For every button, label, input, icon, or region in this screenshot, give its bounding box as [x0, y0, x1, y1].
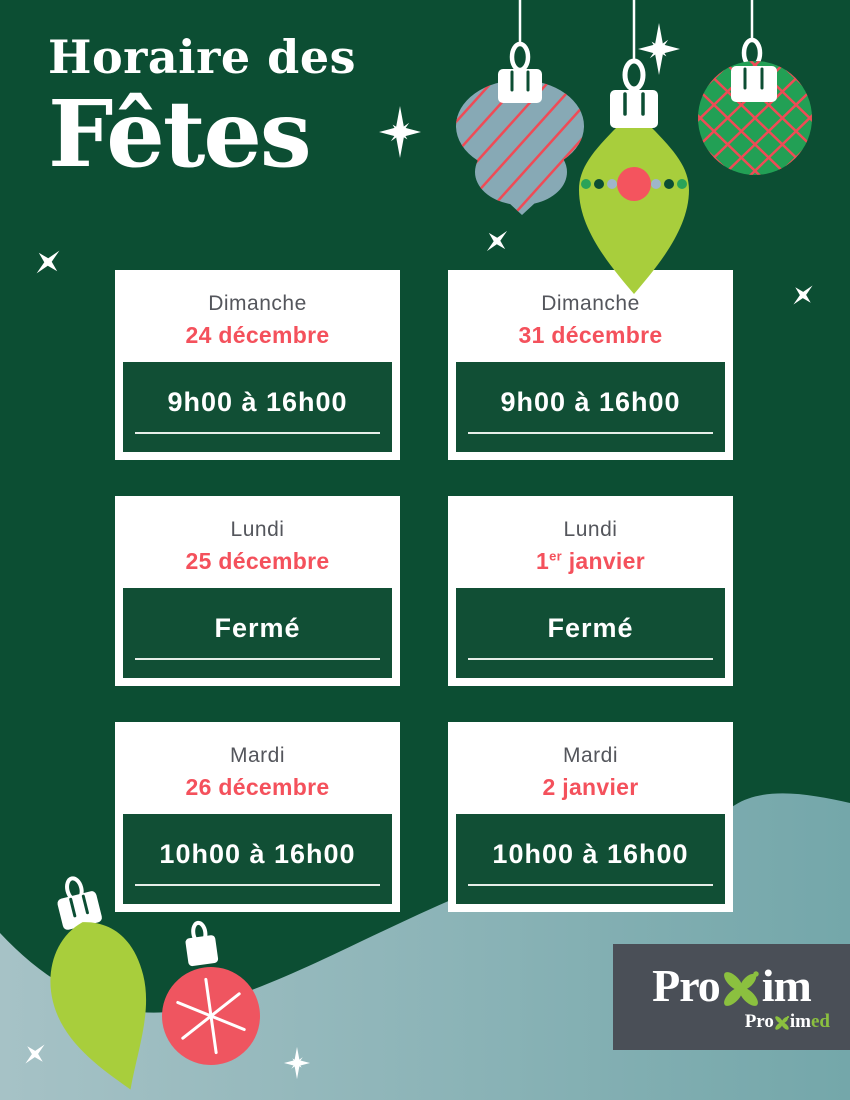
page-title: Horaire des Fêtes — [48, 34, 356, 180]
card-date: 31 décembre — [518, 322, 663, 348]
card-header: Mardi 26 décembre — [115, 722, 400, 814]
card-hours-panel: 10h00 à 16h00 — [123, 814, 392, 904]
card-day: Dimanche — [541, 292, 640, 315]
card-hours: 10h00 à 16h00 — [492, 839, 689, 869]
card-hours-panel: 9h00 à 16h00 — [123, 362, 392, 452]
hours-underline — [135, 884, 380, 886]
card-date: 25 décembre — [185, 548, 330, 574]
schedule-card: Mardi 26 décembre 10h00 à 16h00 — [115, 722, 400, 912]
card-hours-panel: Fermé — [456, 588, 725, 678]
crosshatch-ball-ornament-icon — [698, 0, 812, 175]
schedule-card: Lundi 25 décembre Fermé — [115, 496, 400, 686]
title-line1: Horaire des — [48, 30, 357, 84]
sparkle-icon — [283, 1046, 311, 1080]
title-line2: Fêtes — [48, 80, 312, 188]
x-star-icon — [27, 241, 69, 283]
card-hours: Fermé — [214, 613, 301, 643]
hours-underline — [135, 432, 380, 434]
card-date: 26 décembre — [185, 774, 330, 800]
striped-ornament-icon — [456, 0, 584, 215]
card-date: 1er janvier — [536, 548, 645, 574]
card-hours: 9h00 à 16h00 — [500, 387, 681, 417]
card-header: Mardi 2 janvier — [448, 722, 733, 814]
card-date: 2 janvier — [542, 774, 639, 800]
schedule-card: Dimanche 31 décembre 9h00 à 16h00 — [448, 270, 733, 460]
card-date: 24 décembre — [185, 322, 330, 348]
teardrop-ornament-icon — [579, 0, 689, 294]
proximed-logo: Pro im ed — [744, 1010, 830, 1032]
card-header: Lundi 25 décembre — [115, 496, 400, 588]
snowflake-icon — [176, 977, 246, 1055]
x-star-icon — [17, 1036, 53, 1072]
x-star-icon — [785, 277, 821, 313]
schedule-card: Lundi 1er janvier Fermé — [448, 496, 733, 686]
card-day: Mardi — [562, 744, 618, 767]
hours-underline — [135, 658, 380, 660]
hours-underline — [468, 658, 713, 660]
card-day: Dimanche — [208, 292, 307, 315]
card-day: Lundi — [563, 518, 618, 541]
proxim-logo-box: Pro im Pro — [613, 944, 850, 1050]
card-hours: 10h00 à 16h00 — [159, 839, 356, 869]
sparkle-icon — [379, 106, 421, 158]
red-ball-ornament-icon — [162, 920, 260, 1065]
card-header: Dimanche 31 décembre — [448, 270, 733, 362]
schedule-card: Mardi 2 janvier 10h00 à 16h00 — [448, 722, 733, 912]
proximed-x-icon — [775, 1015, 789, 1030]
card-hours-panel: Fermé — [123, 588, 392, 678]
card-day: Lundi — [230, 518, 285, 541]
card-header: Lundi 1er janvier — [448, 496, 733, 588]
sparkle-icon — [638, 23, 680, 75]
card-hours-panel: 10h00 à 16h00 — [456, 814, 725, 904]
x-star-icon — [478, 222, 516, 260]
schedule-grid: Dimanche 24 décembre 9h00 à 16h00 Dimanc… — [115, 270, 733, 912]
card-hours: 9h00 à 16h00 — [167, 387, 348, 417]
hours-underline — [468, 884, 713, 886]
hours-underline — [468, 432, 713, 434]
proxim-x-icon — [723, 971, 759, 1006]
schedule-card: Dimanche 24 décembre 9h00 à 16h00 — [115, 270, 400, 460]
proxim-logo: Pro im — [652, 960, 812, 1011]
card-header: Dimanche 24 décembre — [115, 270, 400, 362]
card-day: Mardi — [229, 744, 285, 767]
card-hours: Fermé — [547, 613, 634, 643]
card-hours-panel: 9h00 à 16h00 — [456, 362, 725, 452]
